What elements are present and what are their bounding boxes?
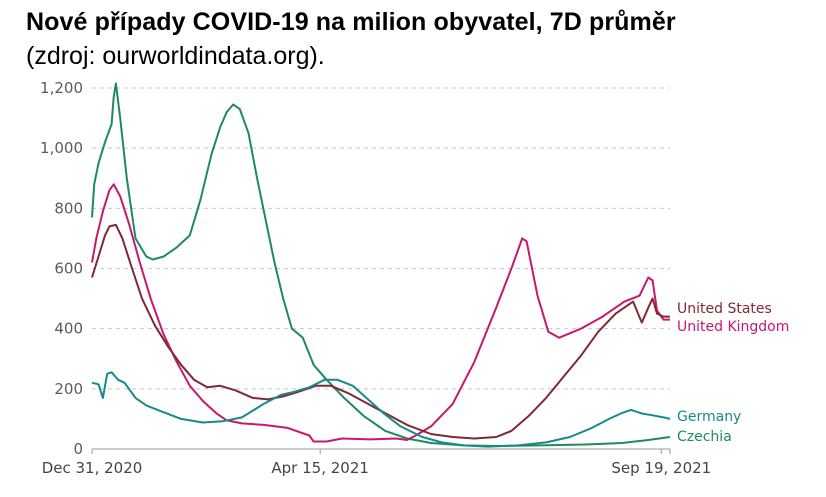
series-line-united-states xyxy=(91,223,670,440)
x-tick-label: Dec 31, 2020 xyxy=(42,459,143,477)
series-line-czechia xyxy=(91,82,671,447)
label-czechia: Czechia xyxy=(677,429,732,445)
series-lines xyxy=(91,82,671,448)
y-tick-label: 0 xyxy=(73,440,83,458)
y-tick-label: 1,000 xyxy=(40,139,83,157)
label-united-kingdom: United Kingdom xyxy=(677,319,789,335)
y-tick-label: 1,200 xyxy=(40,79,83,97)
chart-title: Nové případy COVID-19 na milion obyvatel… xyxy=(26,8,676,36)
x-tick-label: Sep 19, 2021 xyxy=(611,459,711,477)
y-tick-label: 600 xyxy=(54,260,83,278)
y-tick-label: 200 xyxy=(54,380,83,398)
series-line-germany xyxy=(91,371,671,448)
label-germany: Germany xyxy=(677,409,741,425)
series-line-united-kingdom xyxy=(91,183,670,443)
chart-subtitle: (zdroj: ourworldindata.org). xyxy=(26,42,325,70)
y-tick-label: 800 xyxy=(54,199,83,217)
grid-lines xyxy=(92,87,670,390)
label-united-states: United States xyxy=(677,301,772,317)
x-axis: Dec 31, 2020 Apr 15, 2021 Sep 19, 2021 xyxy=(42,448,711,477)
y-tick-label: 400 xyxy=(54,320,83,338)
y-axis-ticks: 0 200 400 600 800 1,000 1,200 xyxy=(40,79,83,458)
x-tick-label: Apr 15, 2021 xyxy=(271,459,369,477)
series-labels: United States United Kingdom Germany Cze… xyxy=(677,301,789,445)
